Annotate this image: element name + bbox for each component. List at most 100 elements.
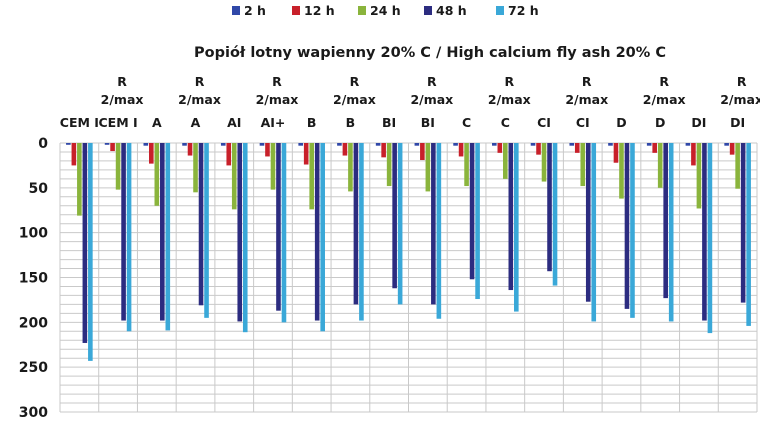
- bars: [66, 143, 751, 361]
- bar: [160, 143, 165, 321]
- x-tick-label-bottom: C: [462, 115, 471, 130]
- bar: [198, 143, 204, 306]
- y-tick-label: 100: [19, 226, 48, 242]
- bar: [165, 143, 171, 331]
- y-tick-label: 0: [38, 136, 48, 152]
- bar: [348, 143, 353, 192]
- bar: [337, 143, 342, 146]
- legend-label: 48 h: [436, 3, 467, 18]
- bar: [724, 143, 729, 146]
- bar: [149, 143, 154, 164]
- bar: [281, 143, 287, 323]
- y-axis-ticks: 0 50 100 150 200 250 300: [19, 136, 48, 421]
- x-tick-label: D: [616, 115, 626, 130]
- bar: [536, 143, 541, 155]
- x-tick-label: R 2/max CI: [565, 74, 608, 130]
- bar: [66, 143, 71, 145]
- x-tick-label-bottom: BI: [382, 115, 396, 130]
- bar: [746, 143, 751, 326]
- x-tick-label-top: R: [504, 74, 514, 89]
- bar: [552, 143, 558, 286]
- x-tick-label-bottom: CEM I: [60, 115, 99, 130]
- x-tick-label-mid: 2/max: [101, 92, 144, 107]
- bar: [259, 143, 265, 146]
- chart-title: Popiół lotny wapienny 20% C / High calci…: [194, 45, 666, 61]
- x-tick-label-top: R: [427, 74, 437, 89]
- bar: [231, 143, 237, 210]
- legend: 2 h 12 h 24 h 48 h 72 h: [232, 3, 539, 18]
- legend-label: 72 h: [508, 3, 539, 18]
- x-tick-label-mid: 2/max: [488, 92, 531, 107]
- bar: [580, 143, 586, 187]
- x-tick-label-bottom: DI: [730, 115, 745, 130]
- bar: [657, 143, 663, 188]
- x-tick-label: B: [307, 115, 317, 130]
- legend-item: 12 h: [292, 3, 335, 18]
- bar: [220, 143, 226, 146]
- legend-item: 72 h: [496, 3, 539, 18]
- bar: [630, 143, 635, 318]
- bar: [619, 143, 624, 199]
- legend-swatch: [358, 6, 366, 15]
- bar: [613, 143, 619, 163]
- bar: [729, 143, 735, 155]
- legend-swatch: [424, 6, 432, 15]
- bar: [696, 143, 702, 209]
- bar: [469, 143, 475, 280]
- y-tick-label: 150: [19, 271, 48, 287]
- bar: [104, 143, 110, 145]
- legend-label: 2 h: [244, 3, 266, 18]
- bar: [270, 143, 276, 190]
- bar: [492, 143, 497, 146]
- x-tick-label: CI: [537, 115, 551, 130]
- bar: [574, 143, 580, 153]
- x-tick-label-bottom: C: [501, 115, 510, 130]
- x-tick-label-bottom: DI: [691, 115, 706, 130]
- bar: [77, 143, 82, 216]
- bar: [353, 143, 359, 305]
- bar: [591, 143, 597, 322]
- x-tick-label-top: R: [737, 74, 747, 89]
- x-tick-label-bottom: B: [346, 115, 356, 130]
- legend-item: 2 h: [232, 3, 266, 18]
- x-tick-label: DI: [691, 115, 706, 130]
- x-tick-label-mid: 2/max: [565, 92, 608, 107]
- bar: [547, 143, 552, 272]
- bar: [569, 143, 575, 146]
- x-tick-label-bottom: AI+: [261, 115, 286, 130]
- bar: [237, 143, 243, 322]
- x-tick-label-top: R: [582, 74, 592, 89]
- x-tick-label: R 2/max C: [488, 74, 531, 130]
- bar: [88, 143, 93, 361]
- x-tick-label-bottom: BI: [421, 115, 435, 130]
- bar: [702, 143, 707, 321]
- bar: [707, 143, 713, 334]
- bar: [436, 143, 442, 319]
- x-tick-label-bottom: CEM I: [99, 115, 138, 130]
- bar: [359, 143, 364, 321]
- x-tick-label-mid: 2/max: [410, 92, 453, 107]
- y-tick-label: 200: [19, 315, 48, 331]
- y-tick-label: 50: [29, 181, 49, 197]
- bar: [193, 143, 198, 193]
- bar: [508, 143, 514, 291]
- bar: [691, 143, 696, 166]
- bar: [458, 143, 464, 157]
- x-tick-label-mid: 2/max: [178, 92, 221, 107]
- bar: [663, 143, 668, 299]
- bar: [226, 143, 232, 166]
- x-tick-label-bottom: B: [307, 115, 317, 130]
- bar: [381, 143, 386, 158]
- bar: [121, 143, 126, 321]
- legend-label: 24 h: [370, 3, 401, 18]
- bar: [541, 143, 547, 182]
- bar: [624, 143, 630, 309]
- x-tick-label-mid: 2/max: [720, 92, 760, 107]
- bar: [126, 143, 132, 332]
- bar: [115, 143, 121, 190]
- bar: [298, 143, 303, 146]
- grid: [59, 142, 758, 413]
